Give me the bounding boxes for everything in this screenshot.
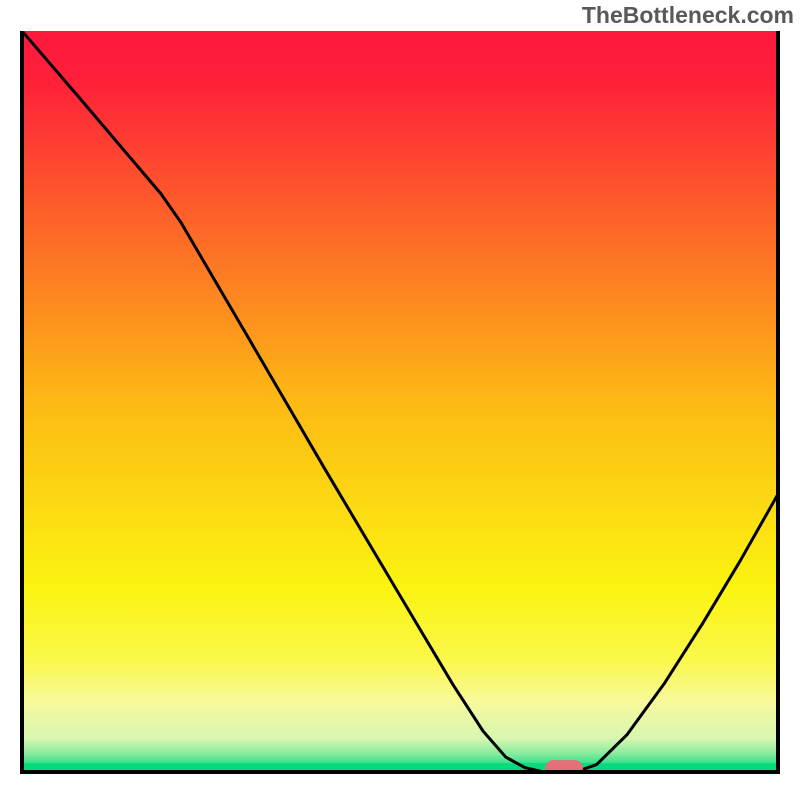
chart-container: TheBottleneck.com xyxy=(0,0,800,800)
watermark-text: TheBottleneck.com xyxy=(582,2,794,29)
bottleneck-chart xyxy=(0,0,800,800)
gradient-background xyxy=(22,31,778,772)
